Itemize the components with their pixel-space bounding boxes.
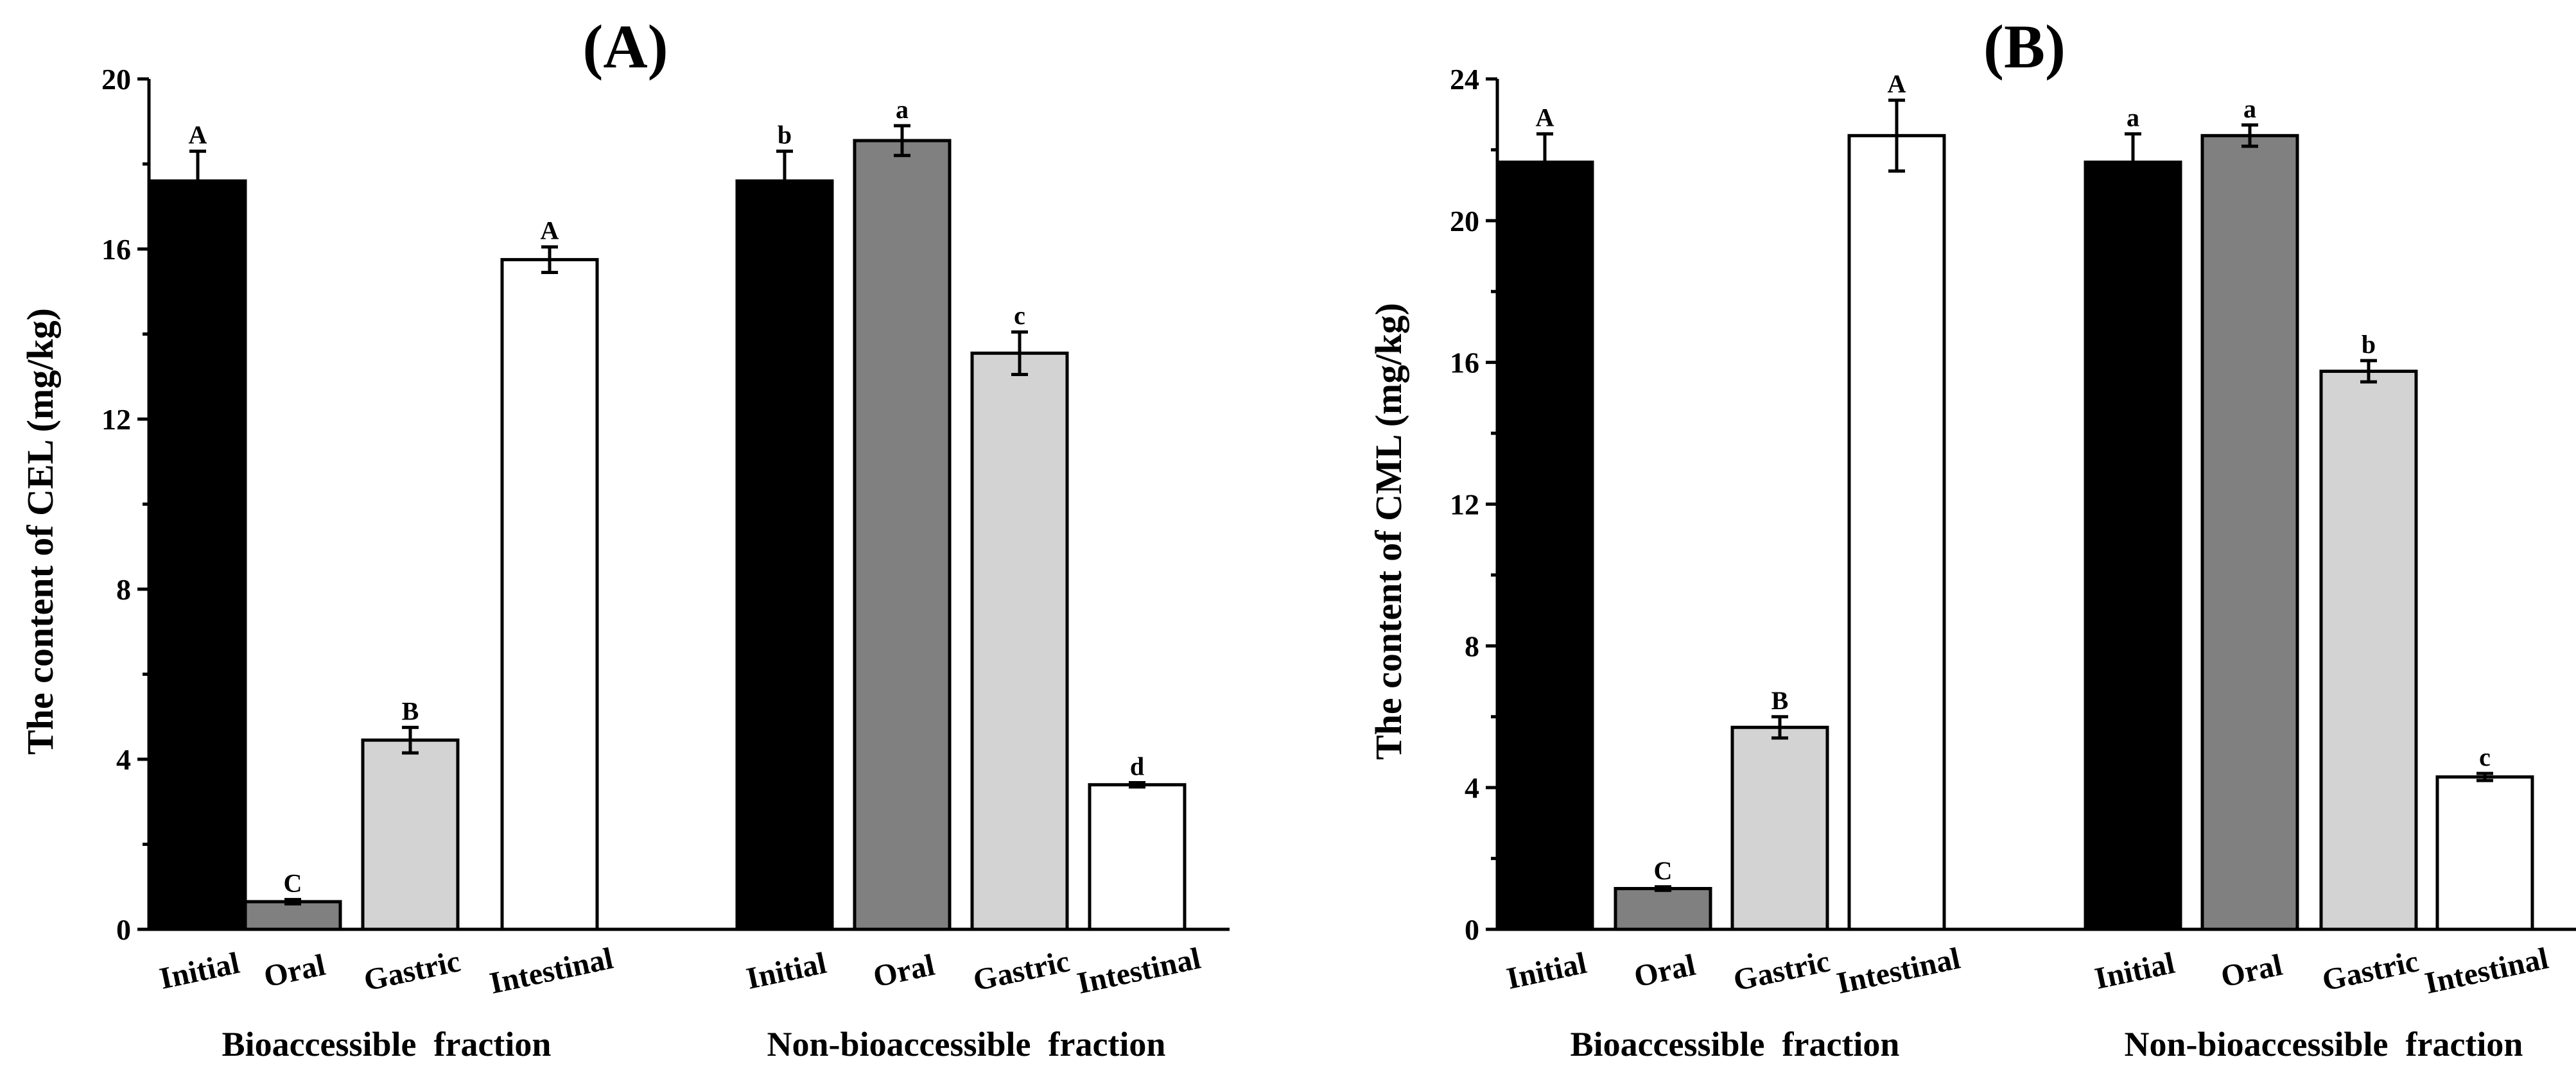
x-tick-label: Oral xyxy=(870,948,937,994)
significance-label: b xyxy=(778,121,792,150)
bar-initial xyxy=(1495,160,1594,931)
bar-intestinal xyxy=(1088,783,1187,931)
x-tick-label: Intestinal xyxy=(487,942,616,1001)
bar-gastric xyxy=(2319,369,2418,931)
x-tick-label: Initial xyxy=(157,946,243,996)
x-tick-label: Initial xyxy=(2092,946,2178,996)
significance-label: A xyxy=(1536,103,1554,132)
x-tick-label: Initial xyxy=(1504,946,1590,996)
x-tick-label: Gastric xyxy=(970,944,1073,997)
bar-intestinal xyxy=(2435,775,2534,931)
significance-label: d xyxy=(1130,752,1144,780)
significance-label: B xyxy=(1771,686,1789,715)
y-tick-label: 24 xyxy=(1450,63,1479,96)
bar-gastric xyxy=(1730,725,1829,931)
y-tick-label: 16 xyxy=(1450,347,1479,379)
x-tick-label: Gastric xyxy=(361,944,464,997)
panel-b-ylabel: The content of CML (mg/kg) xyxy=(1368,303,1409,760)
panel-b: (B) The content of CML (mg/kg) 0 4 8 12 16 20… xyxy=(1368,12,2576,1063)
y-tick-label: 4 xyxy=(1465,771,1479,804)
bar-intestinal xyxy=(500,258,599,931)
group-label: Non-bioaccessible fraction xyxy=(767,1025,1166,1063)
significance-label: b xyxy=(2362,330,2376,359)
significance-label: A xyxy=(189,121,207,150)
group-label: Bioaccessible fraction xyxy=(1571,1025,1900,1063)
y-tick-label: 4 xyxy=(116,743,131,776)
significance-label: A xyxy=(1888,69,1906,98)
panel-a-ylabel: The content of CEL (mg/kg) xyxy=(19,308,61,755)
x-tick-label: Intestinal xyxy=(2422,942,2551,1001)
x-tick-label: Oral xyxy=(1631,948,1698,994)
panel-a: (A) The content of CEL (mg/kg) 0 4 8 12 16 20… xyxy=(19,12,1230,1063)
bar-oral xyxy=(2200,133,2299,931)
bar-gastric xyxy=(970,351,1069,931)
bar-initial xyxy=(148,179,247,931)
y-tick-label: 0 xyxy=(1465,913,1479,946)
y-tick-label: 16 xyxy=(101,233,131,266)
panel-b-marks: 0 4 8 12 16 20 24 A Initial C Oral B Gastric A Intesti… xyxy=(1450,63,2576,1063)
significance-label: c xyxy=(2479,743,2491,771)
x-tick-label: Intestinal xyxy=(1834,942,1963,1001)
x-tick-label: Intestinal xyxy=(1074,942,1203,1001)
significance-label: C xyxy=(1654,856,1673,885)
y-tick-label: 20 xyxy=(1450,205,1479,237)
significance-label: c xyxy=(1014,301,1025,330)
bar-gastric xyxy=(361,738,460,931)
significance-label: a xyxy=(896,95,909,124)
group-label: Bioaccessible fraction xyxy=(222,1025,552,1063)
significance-label: B xyxy=(402,696,419,725)
bar-intestinal xyxy=(1847,133,1946,931)
bar-oral xyxy=(243,900,342,931)
panel-a-marks: 0 4 8 12 16 20 A Initial C Oral B Gastric A Intestina… xyxy=(101,63,1230,1063)
significance-label: a xyxy=(2243,94,2256,123)
y-tick-label: 0 xyxy=(116,913,131,946)
x-tick-label: Gastric xyxy=(1730,944,1833,997)
bar-initial xyxy=(735,179,834,931)
x-tick-label: Gastric xyxy=(2319,944,2422,997)
bar-initial xyxy=(2084,160,2182,931)
bar-oral xyxy=(1614,887,1712,931)
y-tick-label: 8 xyxy=(1465,630,1479,662)
y-tick-label: 12 xyxy=(1450,488,1479,521)
y-tick-label: 8 xyxy=(116,573,131,606)
x-tick-label: Initial xyxy=(744,946,830,996)
y-tick-label: 12 xyxy=(101,403,131,436)
panel-b-title: (B) xyxy=(1983,12,2066,81)
significance-label: C xyxy=(284,869,302,898)
group-label: Non-bioaccessible fraction xyxy=(2125,1025,2523,1063)
panel-a-title: (A) xyxy=(582,12,668,81)
x-tick-label: Oral xyxy=(261,948,328,994)
significance-label: a xyxy=(2127,103,2139,132)
x-tick-label: Oral xyxy=(2218,948,2285,994)
significance-label: A xyxy=(541,216,559,245)
bar-oral xyxy=(853,139,952,931)
y-tick-label: 20 xyxy=(101,63,131,96)
